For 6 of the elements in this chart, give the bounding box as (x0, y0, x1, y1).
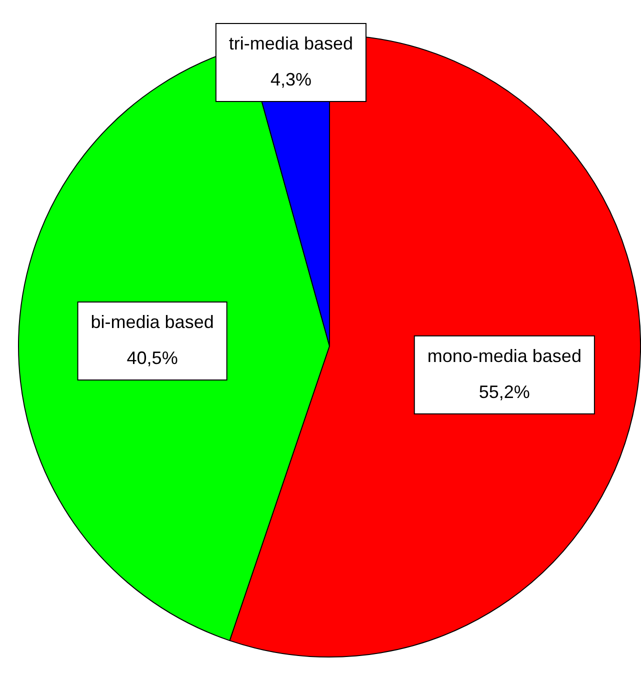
slice-label: tri-media based (228, 33, 353, 54)
data-label: 40,5% (126, 348, 178, 368)
data-label: 4,3% (270, 69, 312, 90)
slice-label: bi-media based (90, 312, 214, 332)
slice-label: mono-media based (427, 346, 582, 366)
data-label: 55,2% (478, 382, 530, 402)
